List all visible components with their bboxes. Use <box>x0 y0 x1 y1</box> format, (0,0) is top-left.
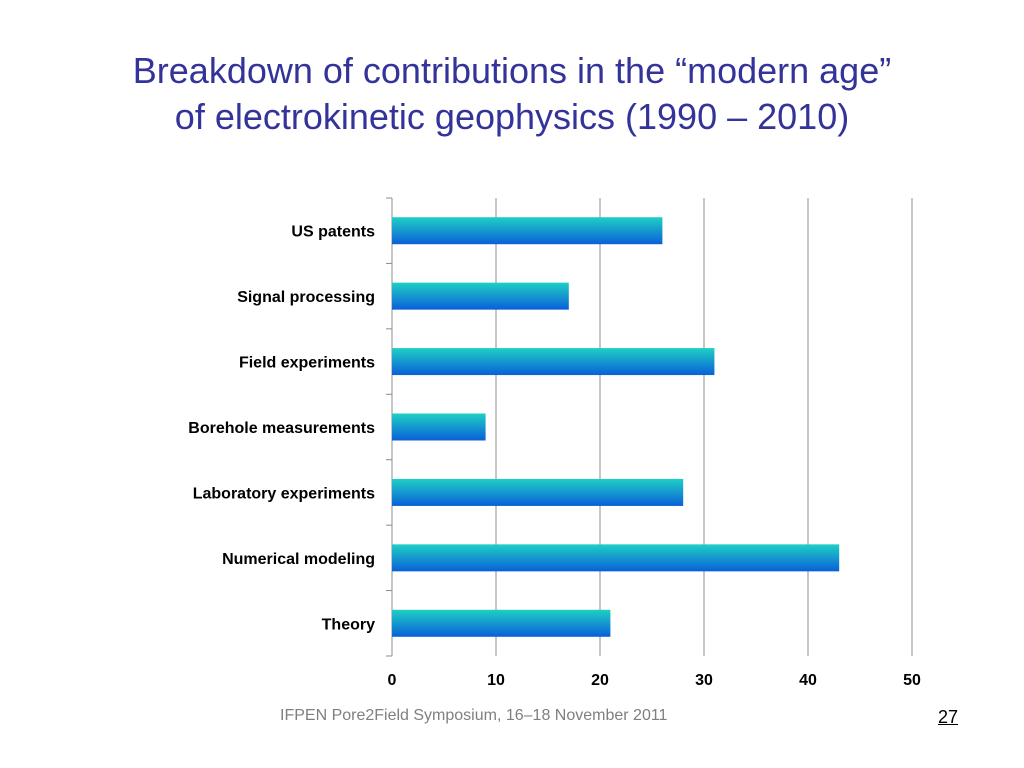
x-tick-label: 10 <box>487 672 505 689</box>
x-tick-label: 30 <box>695 672 713 689</box>
grid-lines <box>495 198 913 656</box>
slide-title: Breakdown of contributions in the “moder… <box>40 48 984 140</box>
page-number: 27 <box>938 707 959 727</box>
category-label: Theory <box>322 616 375 633</box>
bars <box>392 217 840 637</box>
bar <box>392 609 611 637</box>
footer-text: IFPEN Pore2Field Symposium, 16–18 Novemb… <box>280 707 668 724</box>
x-tick-label: 40 <box>799 672 817 689</box>
x-tick-label: 20 <box>591 672 609 689</box>
category-label: Borehole measurements <box>188 420 375 437</box>
category-label: US patents <box>291 224 375 241</box>
category-label: Laboratory experiments <box>193 485 375 502</box>
slide-title-line-1: Breakdown of contributions in the “moder… <box>132 50 892 91</box>
category-label: Numerical modeling <box>222 551 375 568</box>
category-labels: US patents Signal processing Field experim… <box>188 224 375 634</box>
x-tick-label: 0 <box>388 672 397 689</box>
axes <box>386 197 393 657</box>
x-tick-label: 50 <box>903 672 921 689</box>
category-label: Field experiments <box>239 355 375 372</box>
bar <box>392 478 684 506</box>
x-tick-labels: 0 10 20 30 40 50 <box>388 672 921 689</box>
bar <box>392 544 840 572</box>
category-label: Signal processing <box>237 289 375 306</box>
bar <box>392 217 663 245</box>
bar <box>392 413 486 441</box>
bar <box>392 348 715 376</box>
slide-title-line-2: of electrokinetic geophysics (1990 – 201… <box>174 96 850 137</box>
bar <box>392 282 569 310</box>
